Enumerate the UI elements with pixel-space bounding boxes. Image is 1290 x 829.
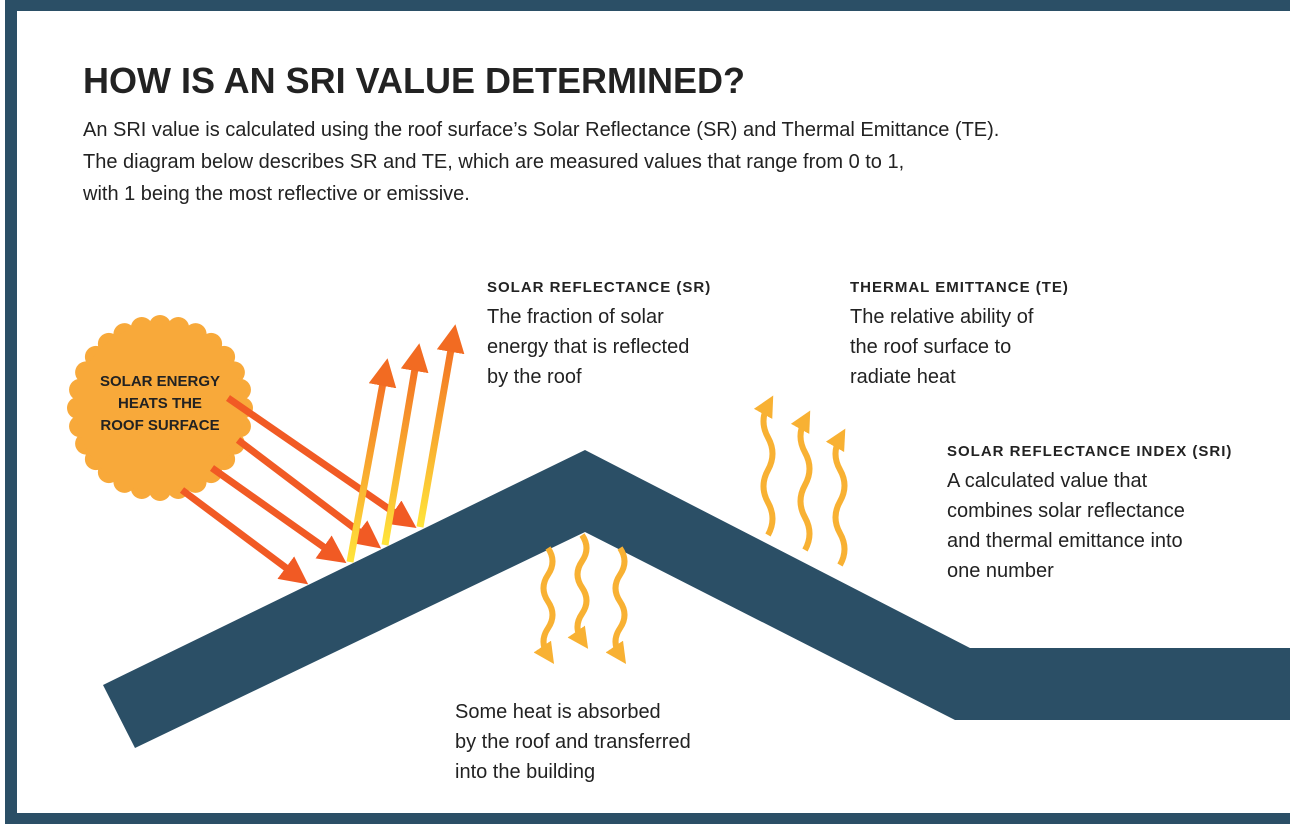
emitted-wave	[790, 410, 813, 552]
label-body: combines solar reflectance	[947, 500, 1185, 522]
absorbed-text: by the roof and transferred	[455, 731, 691, 753]
sun-disc	[76, 324, 244, 492]
frame	[5, 0, 1290, 825]
sun-label: SOLAR ENERGY	[100, 373, 220, 390]
label-body: radiate heat	[850, 366, 956, 388]
reflected-arrow	[381, 343, 429, 546]
incoming-arrow	[179, 487, 309, 585]
incoming-arrow	[226, 395, 417, 528]
incoming-arrow	[235, 437, 382, 549]
absorbed-wave	[533, 546, 556, 664]
absorbed-text: into the building	[455, 761, 595, 783]
sun-label: HEATS THE	[118, 395, 202, 412]
sun-label: ROOF SURFACE	[100, 417, 219, 434]
intro-line: with 1 being the most reflective or emis…	[82, 183, 470, 205]
emitted-wave	[825, 428, 848, 567]
arrows	[179, 324, 848, 664]
roof	[103, 450, 1290, 748]
label-body: The relative ability of	[850, 306, 1034, 328]
label-heading: THERMAL EMITTANCE (TE)	[850, 279, 1069, 296]
label-body: The fraction of solar	[487, 306, 664, 328]
label-body: one number	[947, 560, 1054, 582]
intro-line: An SRI value is calculated using the roo…	[83, 119, 999, 141]
label-body: and thermal emittance into	[947, 530, 1183, 552]
absorbed-text: Some heat is absorbed	[455, 701, 661, 723]
label-heading: SOLAR REFLECTANCE INDEX (SRI)	[947, 443, 1232, 460]
label-body: by the roof	[487, 366, 582, 388]
emitted-wave	[753, 395, 776, 537]
label-heading: SOLAR REFLECTANCE (SR)	[487, 279, 711, 296]
absorbed-wave	[567, 533, 590, 649]
incoming-arrow	[209, 465, 347, 564]
intro-line: The diagram below describes SR and TE, w…	[83, 151, 904, 173]
title: HOW IS AN SRI VALUE DETERMINED?	[83, 60, 745, 101]
absorbed-wave	[605, 546, 628, 664]
reflected-arrow	[346, 358, 397, 563]
reflected-arrow	[416, 324, 465, 528]
label-body: energy that is reflected	[487, 336, 689, 358]
label-body: A calculated value that	[947, 470, 1148, 492]
label-body: the roof surface to	[850, 336, 1011, 358]
